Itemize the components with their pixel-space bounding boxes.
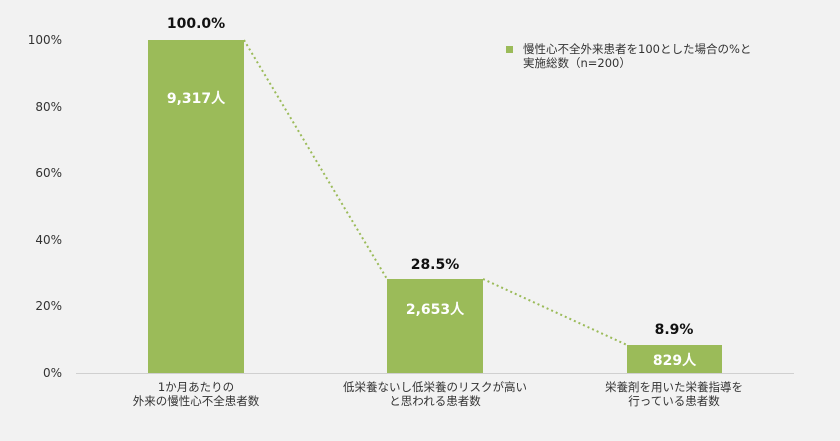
bar-1-count-label: 9,317人 bbox=[166, 91, 226, 107]
legend: 慢性心不全外来患者を100とした場合の%と 実施総数（n=200） bbox=[506, 42, 793, 70]
y-tick-40: 40% bbox=[35, 232, 62, 247]
bar-1-percent-label: 100.0% bbox=[166, 16, 226, 32]
bar-2: 2,653人 bbox=[387, 279, 483, 373]
y-tick-80: 80% bbox=[35, 99, 62, 114]
bar-3-count-label: 829人 bbox=[652, 353, 697, 369]
bar-3: 829人 bbox=[627, 345, 722, 373]
y-tick-0: 0% bbox=[42, 366, 62, 380]
category-label-2: 低栄養ないし低栄養のリスクが高い と思われる患者数 bbox=[343, 380, 527, 408]
bar-1: 9,317人 bbox=[148, 40, 244, 373]
legend-text: 慢性心不全外来患者を100とした場合の%と 実施総数（n=200） bbox=[523, 42, 752, 70]
bar-2-count-label: 2,653人 bbox=[405, 302, 465, 318]
x-axis-line bbox=[76, 373, 794, 374]
legend-swatch-icon bbox=[506, 46, 513, 53]
y-tick-60: 60% bbox=[35, 166, 62, 181]
bar-2-percent-label: 28.5% bbox=[410, 257, 460, 273]
bar-3-percent-label: 8.9% bbox=[654, 322, 694, 338]
category-label-3: 栄養剤を用いた栄養指導を 行っている患者数 bbox=[605, 380, 743, 408]
category-label-1: 1か月あたりの 外来の慢性心不全患者数 bbox=[132, 380, 260, 408]
y-tick-100: 100% bbox=[27, 33, 62, 47]
y-tick-20: 20% bbox=[35, 299, 62, 314]
